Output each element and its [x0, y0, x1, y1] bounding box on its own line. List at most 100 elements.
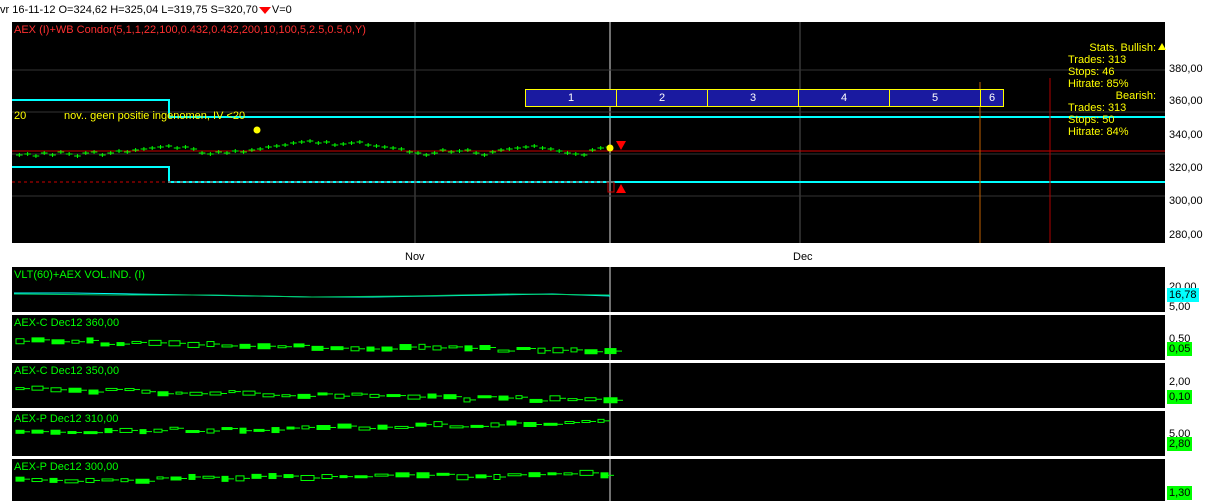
option-candle: [188, 473, 196, 480]
option-candle: [300, 474, 315, 481]
option-candle: [64, 479, 79, 484]
option-candle: [189, 391, 203, 396]
option-candle: [297, 393, 311, 399]
p300-value-badge: 1,30: [1167, 486, 1193, 500]
stats-bearish-label: Bearish:: [1115, 90, 1156, 102]
option-candle: [399, 344, 412, 351]
option-candle: [175, 391, 183, 395]
option-panel-c350[interactable]: AEX-C Dec12 350,00: [12, 363, 1165, 408]
option-candle: [351, 392, 363, 396]
header-low: L=319,75: [161, 4, 208, 17]
option-candle: [528, 472, 541, 478]
option-candle: [221, 344, 233, 348]
option-candle: [301, 425, 310, 430]
option-candle: [157, 391, 169, 397]
option-candle: [15, 338, 25, 345]
option-candle: [168, 340, 181, 347]
option-candle: [104, 428, 113, 434]
option-candle: [209, 391, 222, 396]
option-candle: [131, 340, 142, 344]
vlt-title: VLT(60)+AEX VOL.IND. (I): [14, 269, 145, 281]
option-candle: [242, 390, 256, 396]
option-candle: [15, 387, 25, 391]
option-candle: [537, 347, 546, 354]
option-candle: [268, 473, 277, 480]
option-candle: [31, 429, 44, 434]
option-candle: [597, 418, 605, 423]
p310-title: AEX-P Dec12 310,00: [14, 413, 119, 425]
option-candle: [479, 345, 491, 351]
option-candle: [68, 387, 82, 393]
option-candle: [564, 421, 575, 425]
option-candle: [416, 472, 430, 479]
period-boxes: 1 2 3 4 5 6: [525, 89, 1006, 107]
option-candle: [71, 339, 80, 344]
bull-arrow-icon: [616, 184, 626, 193]
price-candles: [16, 139, 613, 158]
option-candle: [407, 394, 421, 400]
period-box-2[interactable]: 2: [616, 89, 708, 107]
option-candle: [581, 419, 591, 423]
option-panel-c360[interactable]: AEX-C Dec12 360,00: [12, 315, 1165, 360]
period-box-5[interactable]: 5: [889, 89, 981, 107]
option-candle: [381, 346, 393, 352]
volatility-panel[interactable]: VLT(60)+AEX VOL.IND. (I): [12, 267, 1165, 312]
c350-candles: [15, 385, 623, 404]
period-box-3[interactable]: 3: [707, 89, 799, 107]
upper-band: [12, 99, 1165, 118]
option-candle: [516, 347, 531, 351]
option-candle: [148, 339, 162, 346]
option-candle: [257, 343, 271, 350]
x-tick-nov: Nov: [405, 251, 425, 263]
y-tick-380: 380,00: [1169, 63, 1203, 75]
option-candle: [135, 478, 150, 484]
option-candle: [506, 420, 517, 426]
c350-title: AEX-C Dec12 350,00: [14, 365, 120, 377]
option-candle: [221, 475, 229, 482]
option-candle: [369, 393, 380, 398]
option-candle: [464, 345, 473, 352]
option-candle: [507, 473, 522, 477]
option-candle: [477, 395, 492, 399]
option-candle: [415, 422, 427, 427]
option-candle: [443, 394, 457, 400]
period-box-6[interactable]: 6: [980, 89, 1004, 107]
option-candle: [153, 428, 163, 433]
header-open: O=324,62: [58, 4, 108, 17]
option-candle: [277, 345, 287, 349]
stats-block: Stats. Bullish: Trades: 313 Stops: 46 Hi…: [1068, 42, 1156, 138]
option-candle: [432, 345, 442, 351]
option-candle: [283, 474, 294, 479]
option-panel-p310[interactable]: AEX-P Dec12 310,00: [12, 411, 1165, 456]
c350-scale-top: 2,00: [1169, 376, 1191, 388]
c350-value-badge: 0,10: [1167, 390, 1193, 404]
option-candle: [584, 397, 597, 402]
period-box-4[interactable]: 4: [798, 89, 890, 107]
option-candle: [316, 424, 331, 430]
option-candle: [386, 394, 401, 398]
option-candle: [543, 422, 558, 426]
option-candle: [470, 424, 484, 428]
option-candle: [101, 478, 114, 482]
option-candle: [418, 343, 426, 350]
option-candle: [15, 476, 25, 482]
option-candle: [119, 427, 133, 433]
main-chart-panel[interactable]: AEX (I)+WB Condor(5,1,1,22,100,0.432,0.4…: [12, 22, 1165, 243]
option-candle: [139, 429, 147, 435]
p300-candles: [15, 469, 614, 484]
stop-marker: [607, 181, 615, 193]
option-candle: [86, 337, 94, 344]
header-settle: S=320,70: [210, 4, 258, 17]
option-candle: [311, 345, 324, 351]
option-candle: [50, 387, 62, 393]
header-volume: V=0: [271, 4, 292, 17]
option-candle: [51, 339, 65, 345]
option-candle: [31, 337, 45, 343]
p310-candles: [15, 418, 610, 435]
option-candle: [600, 472, 609, 479]
option-candle: [239, 343, 251, 349]
period-box-1[interactable]: 1: [525, 89, 617, 107]
option-candle: [120, 478, 129, 483]
option-panel-p300[interactable]: AEX-P Dec12 300,00: [12, 459, 1165, 501]
y-tick-340: 340,00: [1169, 129, 1203, 141]
